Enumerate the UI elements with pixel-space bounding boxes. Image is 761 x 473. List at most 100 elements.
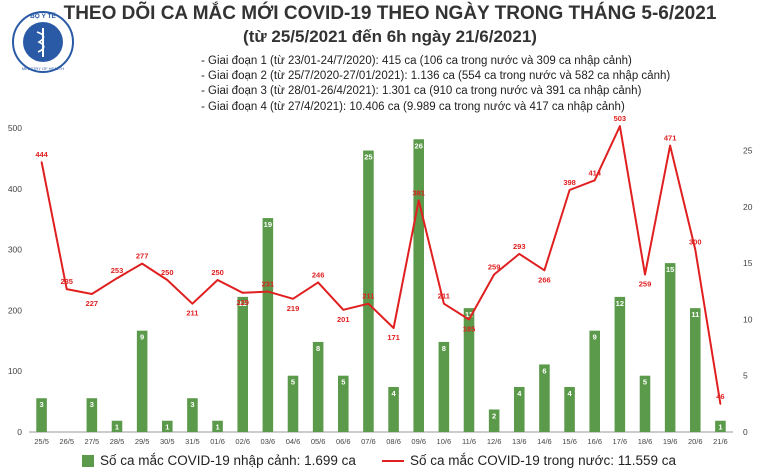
bar	[614, 296, 626, 432]
x-tick-label: 30/5	[160, 437, 175, 446]
line-data-label: 246	[312, 270, 325, 279]
line-data-label: 259	[639, 280, 652, 289]
bar-data-label: 12	[239, 299, 247, 308]
y-left-tick-label: 100	[8, 366, 22, 376]
bar-data-label: 1	[115, 423, 119, 432]
phase-4: - Giai đoạn 4 (từ 27/4/2021): 10.406 ca …	[201, 100, 625, 113]
line-point	[543, 269, 546, 272]
x-tick-label: 03/6	[261, 437, 276, 446]
bar	[539, 364, 550, 432]
x-tick-label: 12/6	[487, 437, 502, 446]
bar	[136, 330, 148, 432]
bar-data-label: 5	[291, 378, 295, 387]
line-point	[518, 253, 521, 255]
bar	[589, 330, 600, 432]
y-right-tick-label: 20	[743, 202, 753, 212]
line-point	[468, 318, 470, 321]
x-tick-label: 04/6	[286, 437, 301, 446]
line-data-label: 231	[262, 280, 275, 289]
bar	[162, 420, 173, 432]
line-data-label: 277	[136, 252, 149, 261]
line-data-label: 259	[488, 263, 501, 272]
line-point	[593, 179, 596, 182]
line-data-label: 211	[362, 292, 374, 301]
chart-subtitle: (từ 25/5/2021 đến 6h ngày 21/6/2021)	[243, 27, 537, 46]
bar-data-label: 4	[391, 389, 396, 398]
line-data-label: 381	[412, 188, 425, 197]
bar-data-label: 6	[542, 366, 546, 375]
x-tick-label: 01/6	[210, 437, 225, 446]
line-data-label: 171	[387, 333, 400, 342]
legend-bar-label: Số ca mắc COVID-19 nhập cảnh: 1.699 ca	[100, 453, 356, 468]
bar-data-label: 3	[39, 400, 43, 409]
x-tick-label: 08/6	[386, 437, 401, 446]
x-tick-label: 06/6	[336, 437, 351, 446]
x-tick-label: 18/6	[638, 437, 653, 446]
line-data-label: 185	[463, 325, 476, 334]
x-tick-label: 02/6	[235, 437, 250, 446]
line-data-label: 211	[438, 292, 450, 301]
bar	[488, 409, 500, 432]
bar	[514, 386, 525, 432]
line-point	[141, 262, 143, 265]
bar-data-label: 3	[190, 400, 194, 409]
y-left-tick-label: 300	[8, 245, 22, 255]
bar	[262, 218, 274, 432]
x-tick-label: 05/6	[311, 437, 326, 446]
y-left-tick-label: 200	[8, 305, 22, 315]
legend-bar: Số ca mắc COVID-19 nhập cảnh: 1.699 ca	[82, 453, 356, 468]
line-data-label: 444	[35, 150, 48, 159]
x-tick-label: 07/6	[361, 437, 376, 446]
bar-data-label: 5	[341, 378, 345, 387]
bar-data-label: 9	[593, 333, 597, 342]
y-right-tick-label: 25	[743, 146, 753, 156]
bar	[363, 150, 374, 432]
line-point	[292, 298, 294, 300]
line-point	[342, 308, 345, 311]
line-point	[694, 248, 697, 251]
line-data-label: 414	[588, 168, 601, 177]
line-point	[267, 290, 269, 293]
x-tick-label: 31/5	[185, 437, 200, 446]
line-data-label: 503	[614, 114, 627, 123]
ministry-of-health-logo: BỘ Y TẾ MINISTRY OF HEALTH	[12, 10, 74, 73]
bar	[237, 296, 248, 432]
y-right-tick-label: 15	[743, 258, 753, 268]
line-point	[644, 273, 646, 276]
y-right-tick-label: 5	[743, 371, 748, 381]
bar	[338, 375, 349, 432]
y-left-tick-label: 500	[8, 123, 22, 133]
line-data-label: 471	[664, 134, 677, 143]
y-right-tick-label: 10	[743, 314, 753, 324]
bar-data-label: 15	[666, 265, 674, 274]
bar	[438, 341, 450, 432]
line-data-label: 201	[337, 315, 350, 324]
x-tick-label: 14/6	[537, 437, 552, 446]
x-tick-label: 11/6	[462, 437, 476, 446]
line-point	[216, 279, 219, 281]
x-tick-label: 28/5	[110, 437, 125, 446]
line-point	[443, 302, 445, 305]
bar	[664, 263, 676, 432]
bar-data-label: 1	[718, 423, 722, 432]
bar-data-label: 5	[643, 378, 647, 387]
phase-1: - Giai đoạn 1 (từ 23/01-24/7/2020): 415 …	[201, 55, 632, 67]
bar-data-label: 12	[616, 299, 624, 308]
line-point	[669, 144, 671, 147]
x-tick-label: 19/6	[663, 437, 678, 446]
bar	[715, 420, 726, 432]
line-point	[166, 279, 169, 281]
line-point	[392, 327, 395, 329]
bar-data-label: 25	[364, 153, 372, 162]
line-data-label: 398	[563, 178, 576, 187]
x-tick-label: 29/5	[135, 437, 150, 446]
bar	[187, 398, 198, 432]
line-data-label: 227	[86, 299, 99, 308]
x-tick-label: 09/6	[411, 437, 426, 446]
bar-data-label: 4	[517, 389, 522, 398]
bar-data-label: 2	[492, 411, 496, 420]
bar	[413, 139, 424, 432]
bar-data-label: 1	[165, 423, 169, 432]
bar-data-label: 11	[465, 310, 473, 319]
line-point	[91, 293, 93, 295]
